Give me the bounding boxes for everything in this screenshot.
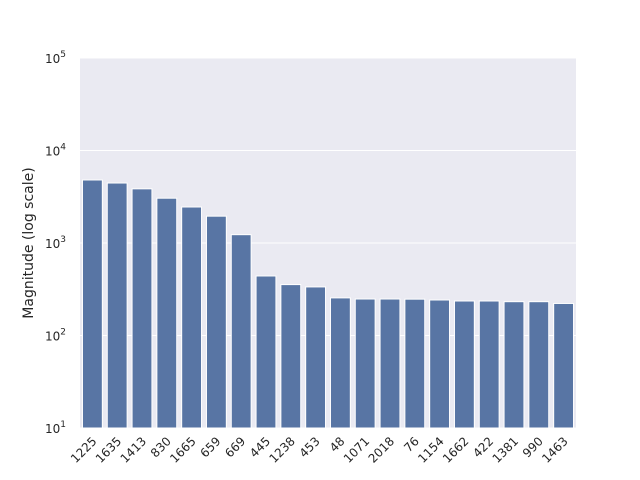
bar-1238 xyxy=(280,284,302,429)
bar-453 xyxy=(305,286,327,429)
bars-group xyxy=(81,179,575,429)
bar-1071 xyxy=(354,298,376,429)
x-tick-label: 1665 xyxy=(167,434,198,465)
bar-445 xyxy=(255,275,277,429)
x-tick-label: 1463 xyxy=(539,434,570,465)
bar-1381 xyxy=(503,301,525,429)
bar-422 xyxy=(478,300,500,429)
bar-1463 xyxy=(553,302,575,429)
bar-1413 xyxy=(131,188,153,429)
x-tick-label: 2018 xyxy=(366,434,397,465)
x-tick-label: 1238 xyxy=(266,434,297,465)
y-tick-label: 105 xyxy=(45,50,66,66)
x-tick-label: 1635 xyxy=(93,434,124,465)
bar-1662 xyxy=(453,300,475,429)
y-tick-label: 104 xyxy=(45,143,66,159)
y-axis-ticks: 101 102 103 104 105 xyxy=(45,50,66,436)
y-axis-label: Magnitude (log scale) xyxy=(21,167,37,318)
x-tick-label: 1225 xyxy=(68,434,99,465)
bar-669 xyxy=(230,234,252,429)
bar-76 xyxy=(404,298,426,429)
bar-659 xyxy=(205,215,227,429)
x-tick-label: 1154 xyxy=(415,434,446,465)
x-tick-label: 1381 xyxy=(490,434,521,465)
x-tick-label: 659 xyxy=(197,434,223,460)
bar-990 xyxy=(528,301,550,429)
bar-1635 xyxy=(106,182,128,429)
bar-48 xyxy=(329,297,351,429)
bar-830 xyxy=(156,197,178,429)
x-tick-label: 1662 xyxy=(440,434,471,465)
x-tick-label: 1413 xyxy=(118,434,149,465)
x-tick-label: 1071 xyxy=(341,434,372,465)
y-tick-label: 102 xyxy=(45,328,66,344)
x-tick-label: 453 xyxy=(297,434,323,460)
bar-1225 xyxy=(81,179,103,429)
bar-1154 xyxy=(429,299,451,429)
bar-1665 xyxy=(181,206,203,429)
y-tick-label: 101 xyxy=(45,420,66,436)
y-tick-label: 103 xyxy=(45,235,66,251)
x-tick-label: 669 xyxy=(222,434,248,460)
bar-2018 xyxy=(379,298,401,429)
